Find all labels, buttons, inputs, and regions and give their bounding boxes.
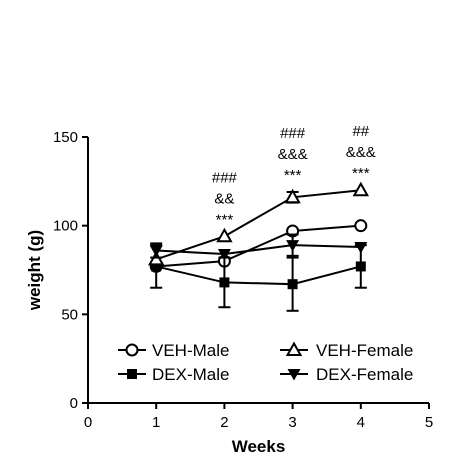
- legend-marker: [125, 343, 139, 357]
- data-point: [354, 219, 368, 233]
- legend-label: VEH-Female: [316, 341, 413, 360]
- significance-label: &&&: [278, 146, 308, 163]
- x-tick-label: 0: [84, 414, 92, 431]
- legend-label: DEX-Male: [152, 365, 229, 384]
- annotation-layer: ### && *** ### &&& *** ## &&& ***: [212, 123, 376, 228]
- legend-item: DEX-Female: [280, 365, 413, 384]
- legend-item: VEH-Male: [118, 341, 229, 360]
- x-tick-label: 4: [357, 414, 365, 431]
- significance-label: ###: [212, 169, 238, 186]
- y-tick-label: 100: [53, 218, 78, 235]
- data-point: [355, 261, 366, 272]
- legend-item: VEH-Female: [280, 341, 413, 360]
- x-tick-label: 3: [288, 414, 296, 431]
- y-tick-label: 0: [70, 395, 78, 412]
- significance-label: ***: [352, 165, 370, 182]
- significance-label: ***: [284, 167, 302, 184]
- legend-item: DEX-Male: [118, 365, 229, 384]
- x-tick-label: 2: [220, 414, 228, 431]
- data-point: [287, 279, 298, 290]
- x-axis-title: Weeks: [232, 437, 286, 456]
- legend: VEH-Male DEX-Male VEH-Female DEX-Female: [118, 341, 413, 384]
- series-line: [156, 224, 361, 268]
- data-point: [149, 245, 163, 257]
- legend-label: DEX-Female: [316, 365, 413, 384]
- data-point: [284, 188, 301, 204]
- legend-marker: [127, 369, 137, 379]
- series-line: [155, 189, 361, 261]
- data-point: [354, 241, 368, 254]
- legend-marker: [285, 341, 303, 356]
- y-tick-label: 50: [61, 306, 78, 323]
- series-3: [149, 233, 368, 261]
- series-2: [147, 181, 370, 266]
- data-point: [219, 277, 230, 288]
- legend-label: VEH-Male: [152, 341, 229, 360]
- significance-label: ###: [280, 125, 306, 142]
- y-axis-title: weight (g): [25, 230, 44, 311]
- legend-marker: [287, 369, 301, 381]
- y-tick-label: 150: [53, 129, 78, 146]
- series-1: [150, 244, 367, 312]
- significance-label: ***: [216, 211, 234, 228]
- data-point: [352, 181, 370, 197]
- series-line: [155, 265, 362, 286]
- x-tick-label: 5: [425, 414, 433, 431]
- significance-label: ##: [352, 123, 369, 140]
- data-point: [216, 227, 233, 243]
- series-line: [156, 244, 361, 256]
- series-layer: [147, 181, 370, 312]
- data-point: [217, 249, 231, 261]
- significance-label: &&: [214, 190, 234, 207]
- x-tick-label: 1: [152, 414, 160, 431]
- significance-label: &&&: [346, 144, 376, 161]
- data-point: [147, 250, 165, 266]
- data-point: [286, 240, 300, 252]
- data-point: [151, 261, 162, 272]
